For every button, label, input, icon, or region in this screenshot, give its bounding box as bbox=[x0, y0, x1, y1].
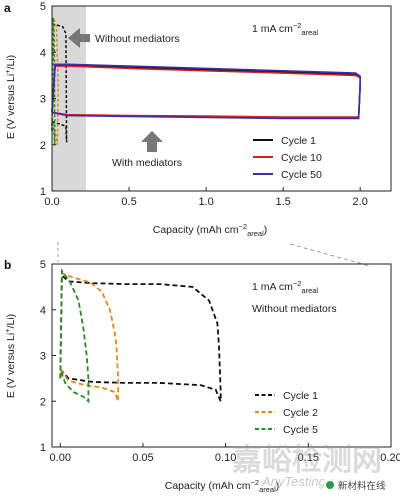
panel-a-y-axis-label: E (V versus Li+/Li) bbox=[3, 55, 17, 139]
panel-a-y-tick-label: 4 bbox=[40, 47, 46, 59]
watermark-badge-bg bbox=[324, 476, 398, 494]
wechat-icon bbox=[326, 481, 334, 489]
panel-b-curves bbox=[59, 268, 222, 404]
panel-b-letter: b bbox=[4, 258, 11, 272]
panel-b-annotation-without: Without mediators bbox=[252, 303, 337, 315]
panel-a-discharge-curve bbox=[51, 84, 361, 120]
panel-a-x-ticks: 0.0 0.5 1.0 1.5 2.0 bbox=[44, 187, 368, 208]
panel-a-condition: 1 mA cm−2areal bbox=[252, 21, 318, 37]
panel-a-letter: a bbox=[4, 1, 11, 15]
panel-a-annotation-with: With mediators bbox=[112, 157, 182, 169]
panel-b-y-tick-label: 4 bbox=[40, 305, 46, 317]
panel-b-y-axis-label: E (V versus Li+/Li) bbox=[3, 314, 17, 398]
panel-b-x-ticks: 0.00 0.05 0.10 0.15 0.20 bbox=[50, 443, 400, 464]
panel-b-x-tick-label: 0.20 bbox=[380, 452, 400, 464]
left-arrow-icon bbox=[68, 28, 90, 48]
panel-b-x-tick-label: 0.05 bbox=[132, 452, 153, 464]
panel-a-charge-curve bbox=[51, 65, 362, 113]
panel-a-discharge-curve bbox=[51, 84, 361, 118]
panel-a-legend-label: Cycle 50 bbox=[281, 169, 322, 181]
panel-b-series-curve bbox=[59, 273, 222, 402]
panel-a-shaded-region bbox=[52, 6, 86, 191]
panel-a-curves bbox=[51, 17, 362, 145]
panel-a-legend-label: Cycle 10 bbox=[281, 152, 322, 164]
panel-b: b 0.00 0.05 0.10 0.15 0.20 1 2 3 4 5 1 mA cm−2ar… bbox=[3, 258, 400, 494]
panel-a-y-ticks: 1 2 3 4 5 bbox=[40, 1, 56, 198]
panel-b-y-tick-label: 1 bbox=[40, 442, 46, 454]
panel-a-no-mediator-curve bbox=[51, 23, 68, 143]
panel-a-x-tick-label: 0.5 bbox=[121, 196, 136, 208]
panel-b-series-curve bbox=[59, 271, 119, 402]
panel-a-charge-curve bbox=[51, 63, 362, 113]
panel-b-y-tick-label: 2 bbox=[40, 396, 46, 408]
panel-b-series-curve bbox=[59, 268, 90, 404]
panel-a-x-tick-label: 0.0 bbox=[44, 196, 59, 208]
panel-a-discharge-curve bbox=[51, 84, 361, 119]
panel-a: a 0.0 0.5 1.0 1.5 2.0 1 2 3 4 5 Without mediator… bbox=[3, 1, 392, 238]
panel-a-x-tick-label: 2.0 bbox=[353, 196, 368, 208]
zoom-connector-right bbox=[289, 243, 371, 267]
panel-a-x-tick-label: 1.5 bbox=[275, 196, 290, 208]
up-arrow-icon bbox=[141, 131, 163, 152]
panel-b-y-tick-label: 5 bbox=[40, 259, 46, 271]
panel-a-x-tick-label: 1.0 bbox=[198, 196, 213, 208]
panel-a-y-tick-label: 1 bbox=[40, 186, 46, 198]
panel-b-legend-label: Cycle 5 bbox=[283, 424, 318, 436]
panel-a-y-tick-label: 5 bbox=[40, 1, 46, 13]
panel-a-no-mediator-curve bbox=[51, 17, 56, 145]
panel-a-y-tick-label: 3 bbox=[40, 94, 46, 106]
panel-a-legend-label: Cycle 1 bbox=[281, 135, 316, 147]
panel-a-arrow-without bbox=[68, 28, 90, 48]
watermark-badge: 新材料在线 bbox=[338, 480, 386, 492]
panel-b-x-tick-label: 0.15 bbox=[298, 452, 319, 464]
panel-a-y-tick-label: 2 bbox=[40, 140, 46, 152]
watermark: 嘉峪检测网 AnyTesting.com 新材料在线 bbox=[232, 443, 398, 494]
panel-b-x-tick-label: 0.10 bbox=[215, 452, 236, 464]
panel-b-y-tick-label: 3 bbox=[40, 351, 46, 363]
panel-a-x-axis-label: Capacity (mAh cm−2areal) bbox=[153, 222, 268, 238]
panel-b-axes-frame bbox=[51, 263, 392, 448]
panel-b-y-ticks: 1 2 3 4 5 bbox=[40, 259, 56, 454]
panel-a-legend: Cycle 1 Cycle 10 Cycle 50 bbox=[253, 135, 322, 181]
panel-b-x-axis-label: Capacity (mAh cm−2areal) bbox=[165, 478, 280, 494]
panel-b-legend-label: Cycle 2 bbox=[283, 407, 318, 419]
panel-b-condition: 1 mA cm−2areal bbox=[252, 279, 318, 295]
panel-b-x-tick-label: 0.00 bbox=[50, 452, 71, 464]
panel-b-legend-label: Cycle 1 bbox=[283, 390, 318, 402]
watermark-main: 嘉峪检测网 bbox=[232, 443, 382, 478]
panel-a-annotation-without: Without mediators bbox=[95, 33, 180, 45]
panel-b-legend: Cycle 1 Cycle 2 Cycle 5 bbox=[255, 390, 318, 436]
panel-a-arrow-with bbox=[141, 131, 163, 152]
